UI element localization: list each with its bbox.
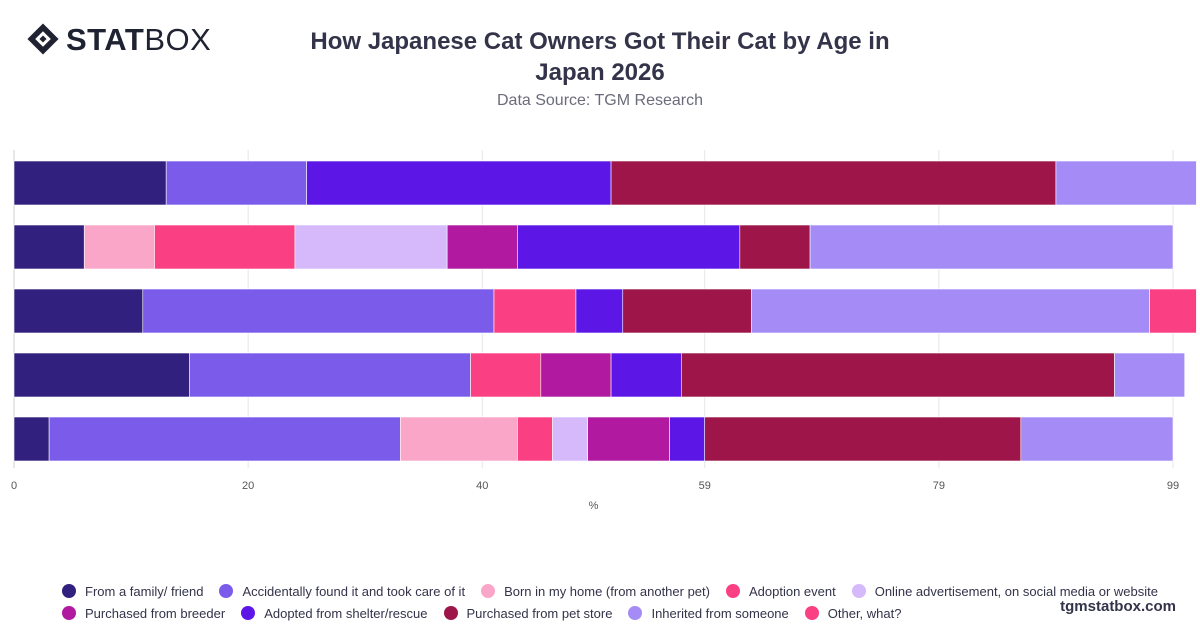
legend-swatch bbox=[62, 584, 76, 598]
bar-segment bbox=[400, 416, 518, 462]
x-tick-label: 20 bbox=[242, 480, 254, 492]
chart-title: How Japanese Cat Owners Got Their Cat by… bbox=[310, 28, 890, 86]
legend-label: Other, what? bbox=[827, 605, 902, 621]
bar-segment bbox=[1055, 160, 1197, 206]
bar-segment bbox=[517, 416, 553, 462]
bar-segment bbox=[446, 224, 518, 270]
bar-segment bbox=[83, 224, 155, 270]
bar-segment bbox=[575, 288, 624, 334]
bar-segment bbox=[587, 416, 670, 462]
logo-wordmark: STATBOX bbox=[66, 21, 212, 57]
bar-segment bbox=[1149, 288, 1197, 334]
x-tick-label: 59 bbox=[699, 480, 711, 492]
bar-segment bbox=[540, 352, 612, 398]
bar-segment bbox=[751, 288, 1150, 334]
bar-segment bbox=[739, 224, 811, 270]
bar-segment bbox=[294, 224, 448, 270]
legend-item[interactable]: Adoption event bbox=[725, 583, 836, 599]
bar-segment bbox=[154, 224, 296, 270]
site-credit: tgmstatbox.com bbox=[1060, 598, 1176, 615]
bar-segment bbox=[704, 416, 1022, 462]
legend-label: Purchased from pet store bbox=[466, 605, 613, 621]
legend-label: Inherited from someone bbox=[651, 605, 789, 621]
bar-segment bbox=[13, 160, 167, 206]
x-tick-label: 40 bbox=[476, 480, 488, 492]
legend-swatch bbox=[241, 606, 256, 620]
bar-segment bbox=[610, 352, 682, 398]
legend-item[interactable]: Born in my home (from another pet) bbox=[481, 584, 710, 599]
bar-segment bbox=[622, 288, 752, 334]
legend-swatch bbox=[219, 584, 234, 598]
bar-segment bbox=[669, 416, 706, 462]
bar-segment bbox=[517, 224, 741, 270]
legend-row: From a family/ friend Accidentally found … bbox=[62, 580, 1162, 602]
bar-segment bbox=[189, 352, 471, 398]
bar-segment bbox=[13, 416, 50, 462]
chart-subtitle: Data Source: TGM Research bbox=[496, 92, 703, 109]
legend-swatch bbox=[725, 584, 740, 598]
bar-segment bbox=[165, 160, 307, 206]
legend-label: Accidentally found it and took care of i… bbox=[242, 583, 466, 599]
legend-swatch bbox=[851, 584, 866, 598]
x-tick-label: 0 bbox=[11, 480, 17, 492]
legend-label: Adoption event bbox=[748, 583, 836, 599]
legend-item[interactable]: Other, what? bbox=[804, 605, 902, 621]
bar-segment bbox=[13, 224, 85, 270]
bar-segment bbox=[13, 352, 190, 398]
legend-swatch bbox=[62, 606, 76, 620]
x-tick-label: 99 bbox=[1167, 480, 1179, 492]
legend-label: Adopted from shelter/rescue bbox=[264, 605, 428, 621]
bar-segment bbox=[552, 416, 588, 462]
legend-swatch bbox=[628, 606, 643, 620]
legend-item[interactable]: Accidentally found it and took care of i… bbox=[219, 584, 465, 599]
legend-item[interactable]: From a family/ friend bbox=[62, 584, 203, 599]
bar-segment bbox=[306, 160, 612, 206]
legend-label: Born in my home (from another pet) bbox=[504, 583, 710, 599]
legend-item[interactable]: Adopted from shelter/rescue bbox=[241, 605, 428, 621]
legend-item[interactable]: Inherited from someone bbox=[628, 605, 789, 621]
legend-label: From a family/ friend bbox=[85, 583, 204, 599]
legend-item[interactable]: Purchased from pet store bbox=[443, 605, 613, 621]
legend-item[interactable]: Purchased from breeder bbox=[62, 606, 225, 621]
legend-label: Online advertisement, on social media or… bbox=[874, 583, 1158, 599]
statbox-diamond-icon bbox=[27, 23, 59, 55]
legend-swatch bbox=[443, 606, 458, 620]
x-tick-label: 79 bbox=[933, 480, 945, 492]
bar-segment bbox=[493, 288, 577, 334]
legend-swatch bbox=[481, 584, 496, 598]
legend-item[interactable]: Online advertisement, on social media or… bbox=[851, 583, 1158, 599]
x-axis-label: % bbox=[589, 500, 599, 512]
bar-segment bbox=[48, 416, 401, 462]
bar-segment bbox=[1020, 416, 1174, 462]
bar-segment bbox=[13, 288, 144, 334]
legend-label: Purchased from breeder bbox=[85, 605, 226, 621]
bar-segment bbox=[809, 224, 1174, 270]
legend-swatch bbox=[804, 606, 819, 620]
statbox-logo: STATBOX bbox=[26, 22, 211, 56]
legend-row: Purchased from breeder Adopted from shelt… bbox=[62, 602, 1162, 624]
bar-segment bbox=[142, 288, 495, 334]
bar-segment bbox=[1114, 352, 1186, 398]
bar-segment bbox=[681, 352, 1115, 398]
bar-segment bbox=[610, 160, 1057, 206]
chart-legend: From a family/ friend Accidentally found … bbox=[62, 580, 1162, 624]
bar-segment bbox=[470, 352, 542, 398]
